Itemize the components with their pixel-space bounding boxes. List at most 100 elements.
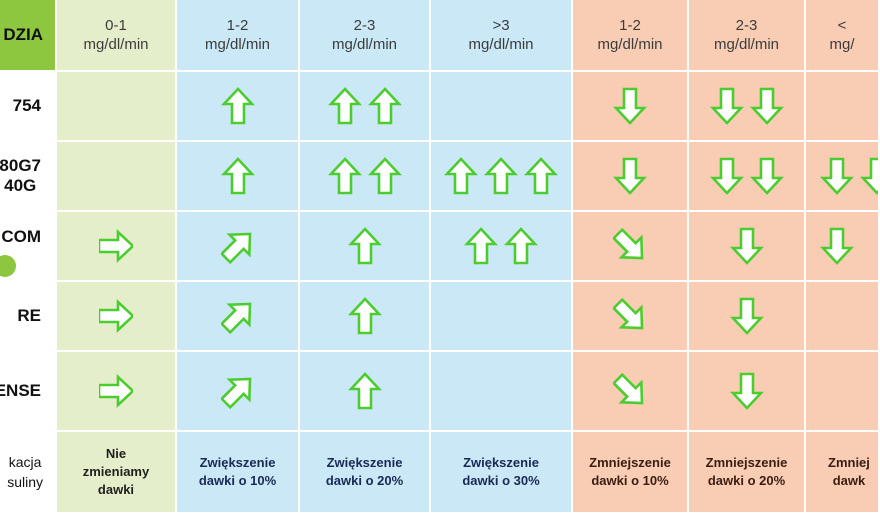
dose-action-label: Zmniejszenie dawki o 20% bbox=[705, 455, 788, 488]
header-rate-cell: 2-3 mg/dl/min bbox=[689, 0, 806, 72]
arrow-up-icon bbox=[347, 227, 382, 265]
header-unit: mg/dl/min bbox=[713, 36, 780, 53]
arrow-group bbox=[613, 297, 647, 335]
arrow-up-icon bbox=[347, 372, 382, 410]
trend-cell bbox=[431, 212, 573, 282]
dose-action-label: Zwiększenie dawki o 30% bbox=[462, 455, 540, 488]
arrow-down-icon bbox=[729, 372, 764, 410]
trend-cell bbox=[57, 212, 177, 282]
arrow-group bbox=[220, 157, 255, 195]
header-rate: 1-2 bbox=[619, 17, 641, 34]
dose-action-label: Zwiększenie dawki o 10% bbox=[198, 455, 277, 488]
dose-action-label: Zmniejszenie dawki o 10% bbox=[589, 455, 671, 488]
device-label: 80G7 40G bbox=[0, 156, 41, 195]
trend-cell bbox=[689, 352, 806, 432]
arrow-group bbox=[709, 87, 784, 125]
arrow-down-icon bbox=[709, 157, 744, 195]
trend-cell bbox=[57, 352, 177, 432]
arrow-group bbox=[709, 157, 784, 195]
header-unit: mg/ bbox=[829, 36, 855, 53]
dose-action-label: Zwiększenie dawki o 20% bbox=[325, 455, 404, 488]
header-unit: mg/dl/min bbox=[83, 36, 149, 53]
arrow-right-icon bbox=[99, 374, 133, 408]
dose-action-cell: Nie zmieniamy dawki bbox=[57, 432, 177, 514]
header-unit: mg/dl/min bbox=[331, 36, 398, 53]
arrow-group bbox=[444, 157, 558, 195]
arrow-group bbox=[99, 227, 133, 265]
trend-cell bbox=[431, 282, 573, 352]
header-rate-cell: 0-1 mg/dl/min bbox=[57, 0, 177, 72]
arrow-right-icon bbox=[99, 229, 133, 263]
arrow-group bbox=[729, 297, 764, 335]
arrow-group bbox=[220, 297, 255, 335]
arrow-down-right-icon bbox=[613, 372, 644, 405]
header-rate-cell: 1-2 mg/dl/min bbox=[177, 0, 300, 72]
dose-action-cell: Zwiększenie dawki o 10% bbox=[177, 432, 300, 514]
trend-cell bbox=[573, 72, 689, 142]
trend-cell bbox=[806, 282, 880, 352]
trend-cell bbox=[177, 212, 300, 282]
arrow-group bbox=[347, 227, 382, 265]
arrow-down-right-icon bbox=[613, 227, 644, 260]
trend-cell bbox=[57, 282, 177, 352]
arrow-up-icon bbox=[444, 157, 478, 195]
trend-cell bbox=[689, 212, 806, 282]
dose-action-label: Zmniej dawk bbox=[828, 455, 870, 488]
arrow-group bbox=[820, 157, 878, 195]
dose-action-label: Nie zmieniamy dawki bbox=[82, 446, 150, 497]
arrow-group bbox=[729, 227, 764, 265]
arrow-down-icon bbox=[860, 157, 878, 195]
header-label: DZIA bbox=[3, 25, 43, 44]
trend-cell bbox=[300, 142, 431, 212]
device-label: RE bbox=[17, 306, 41, 325]
header-unit: mg/dl/min bbox=[597, 36, 663, 53]
arrow-up-icon bbox=[347, 297, 382, 335]
arrow-up-icon bbox=[327, 87, 362, 125]
trend-cell bbox=[431, 352, 573, 432]
arrow-down-icon bbox=[749, 157, 784, 195]
arrow-down-icon bbox=[820, 157, 854, 195]
device-label-cell: 754 bbox=[0, 72, 57, 142]
arrow-group bbox=[613, 157, 647, 195]
arrow-group bbox=[729, 372, 764, 410]
arrow-group bbox=[613, 227, 647, 265]
arrow-down-icon bbox=[749, 87, 784, 125]
arrow-group bbox=[613, 87, 647, 125]
device-label: 754 bbox=[12, 96, 41, 115]
arrow-up-right-icon bbox=[220, 377, 251, 410]
arrow-up-icon bbox=[220, 157, 255, 195]
header-rate: 2-3 bbox=[735, 17, 758, 34]
trend-cell bbox=[177, 352, 300, 432]
arrow-group bbox=[347, 372, 382, 410]
arrow-up-right-icon bbox=[220, 302, 251, 335]
device-label-cell: COM bbox=[0, 212, 57, 282]
trend-cell bbox=[57, 72, 177, 142]
header-rate-cell: < mg/ bbox=[806, 0, 880, 72]
status-dot bbox=[0, 255, 16, 277]
header-rate: 0-1 bbox=[105, 17, 127, 34]
trend-cell bbox=[573, 352, 689, 432]
header-rate-cell: >3 mg/dl/min bbox=[431, 0, 573, 72]
arrow-down-icon bbox=[729, 227, 764, 265]
arrow-down-icon bbox=[709, 87, 744, 125]
trend-cell bbox=[573, 282, 689, 352]
header-rate: < bbox=[837, 17, 847, 34]
header-label-cell: DZIA bbox=[0, 0, 57, 72]
arrow-right-icon bbox=[99, 299, 133, 333]
arrow-group bbox=[327, 157, 402, 195]
trend-cell bbox=[806, 352, 880, 432]
arrow-group bbox=[613, 372, 647, 410]
trend-cell bbox=[689, 72, 806, 142]
arrow-group bbox=[820, 227, 854, 265]
header-rate: >3 bbox=[492, 17, 510, 34]
arrow-up-icon bbox=[367, 87, 402, 125]
arrow-group bbox=[220, 87, 255, 125]
header-rate-cell: 2-3 mg/dl/min bbox=[300, 0, 431, 72]
trend-cell bbox=[431, 72, 573, 142]
arrow-up-icon bbox=[220, 87, 255, 125]
dose-action-cell: Zwiększenie dawki o 20% bbox=[300, 432, 431, 514]
arrow-group bbox=[99, 297, 133, 335]
arrow-group bbox=[464, 227, 538, 265]
